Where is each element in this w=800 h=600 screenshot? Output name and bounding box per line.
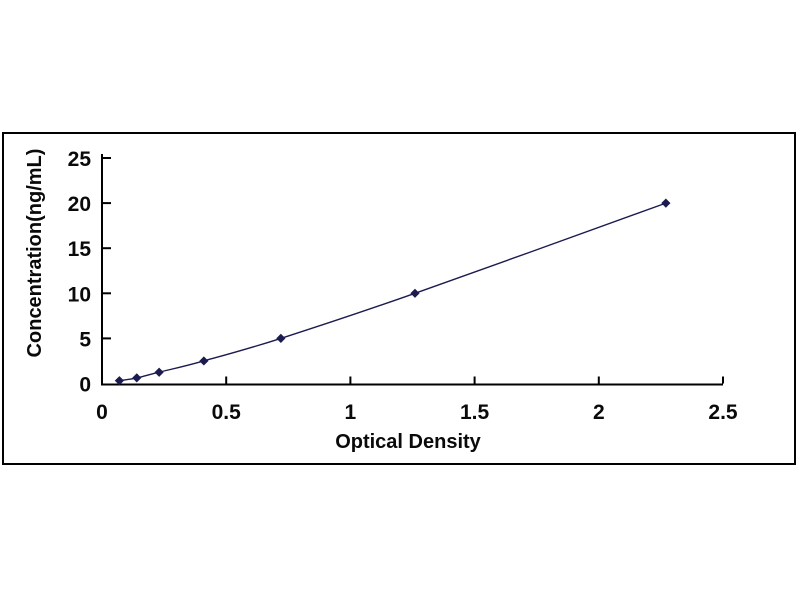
data-point-marker	[199, 356, 209, 366]
x-tick-label: 0.5	[212, 401, 242, 424]
y-tick-label: 5	[79, 328, 91, 351]
y-tick-label: 20	[68, 193, 91, 216]
x-tick-label: 1.5	[460, 401, 490, 424]
y-tick-label: 10	[68, 283, 91, 306]
data-point-marker	[154, 367, 164, 377]
data-point-marker	[410, 288, 420, 298]
y-tick-label: 0	[79, 374, 91, 397]
x-tick-label: 1	[345, 401, 357, 424]
y-axis-title: Concentration(ng/mL)	[24, 149, 46, 358]
x-tick-label: 0	[96, 401, 108, 424]
y-tick-label: 15	[68, 238, 92, 261]
x-tick-label: 2.5	[708, 401, 738, 424]
data-point-marker	[661, 198, 671, 208]
data-point-marker	[114, 376, 124, 386]
data-point-marker	[132, 373, 142, 383]
x-tick-label: 2	[593, 401, 605, 424]
plot-generated-group: 0 0.5 1 1.5 2 2.5 0 5 10 15 20 25	[68, 148, 738, 424]
curve-line	[119, 202, 667, 382]
x-axis-title: Optical Density	[335, 431, 481, 453]
data-point-marker	[276, 333, 286, 343]
y-tick-label: 25	[68, 148, 92, 171]
